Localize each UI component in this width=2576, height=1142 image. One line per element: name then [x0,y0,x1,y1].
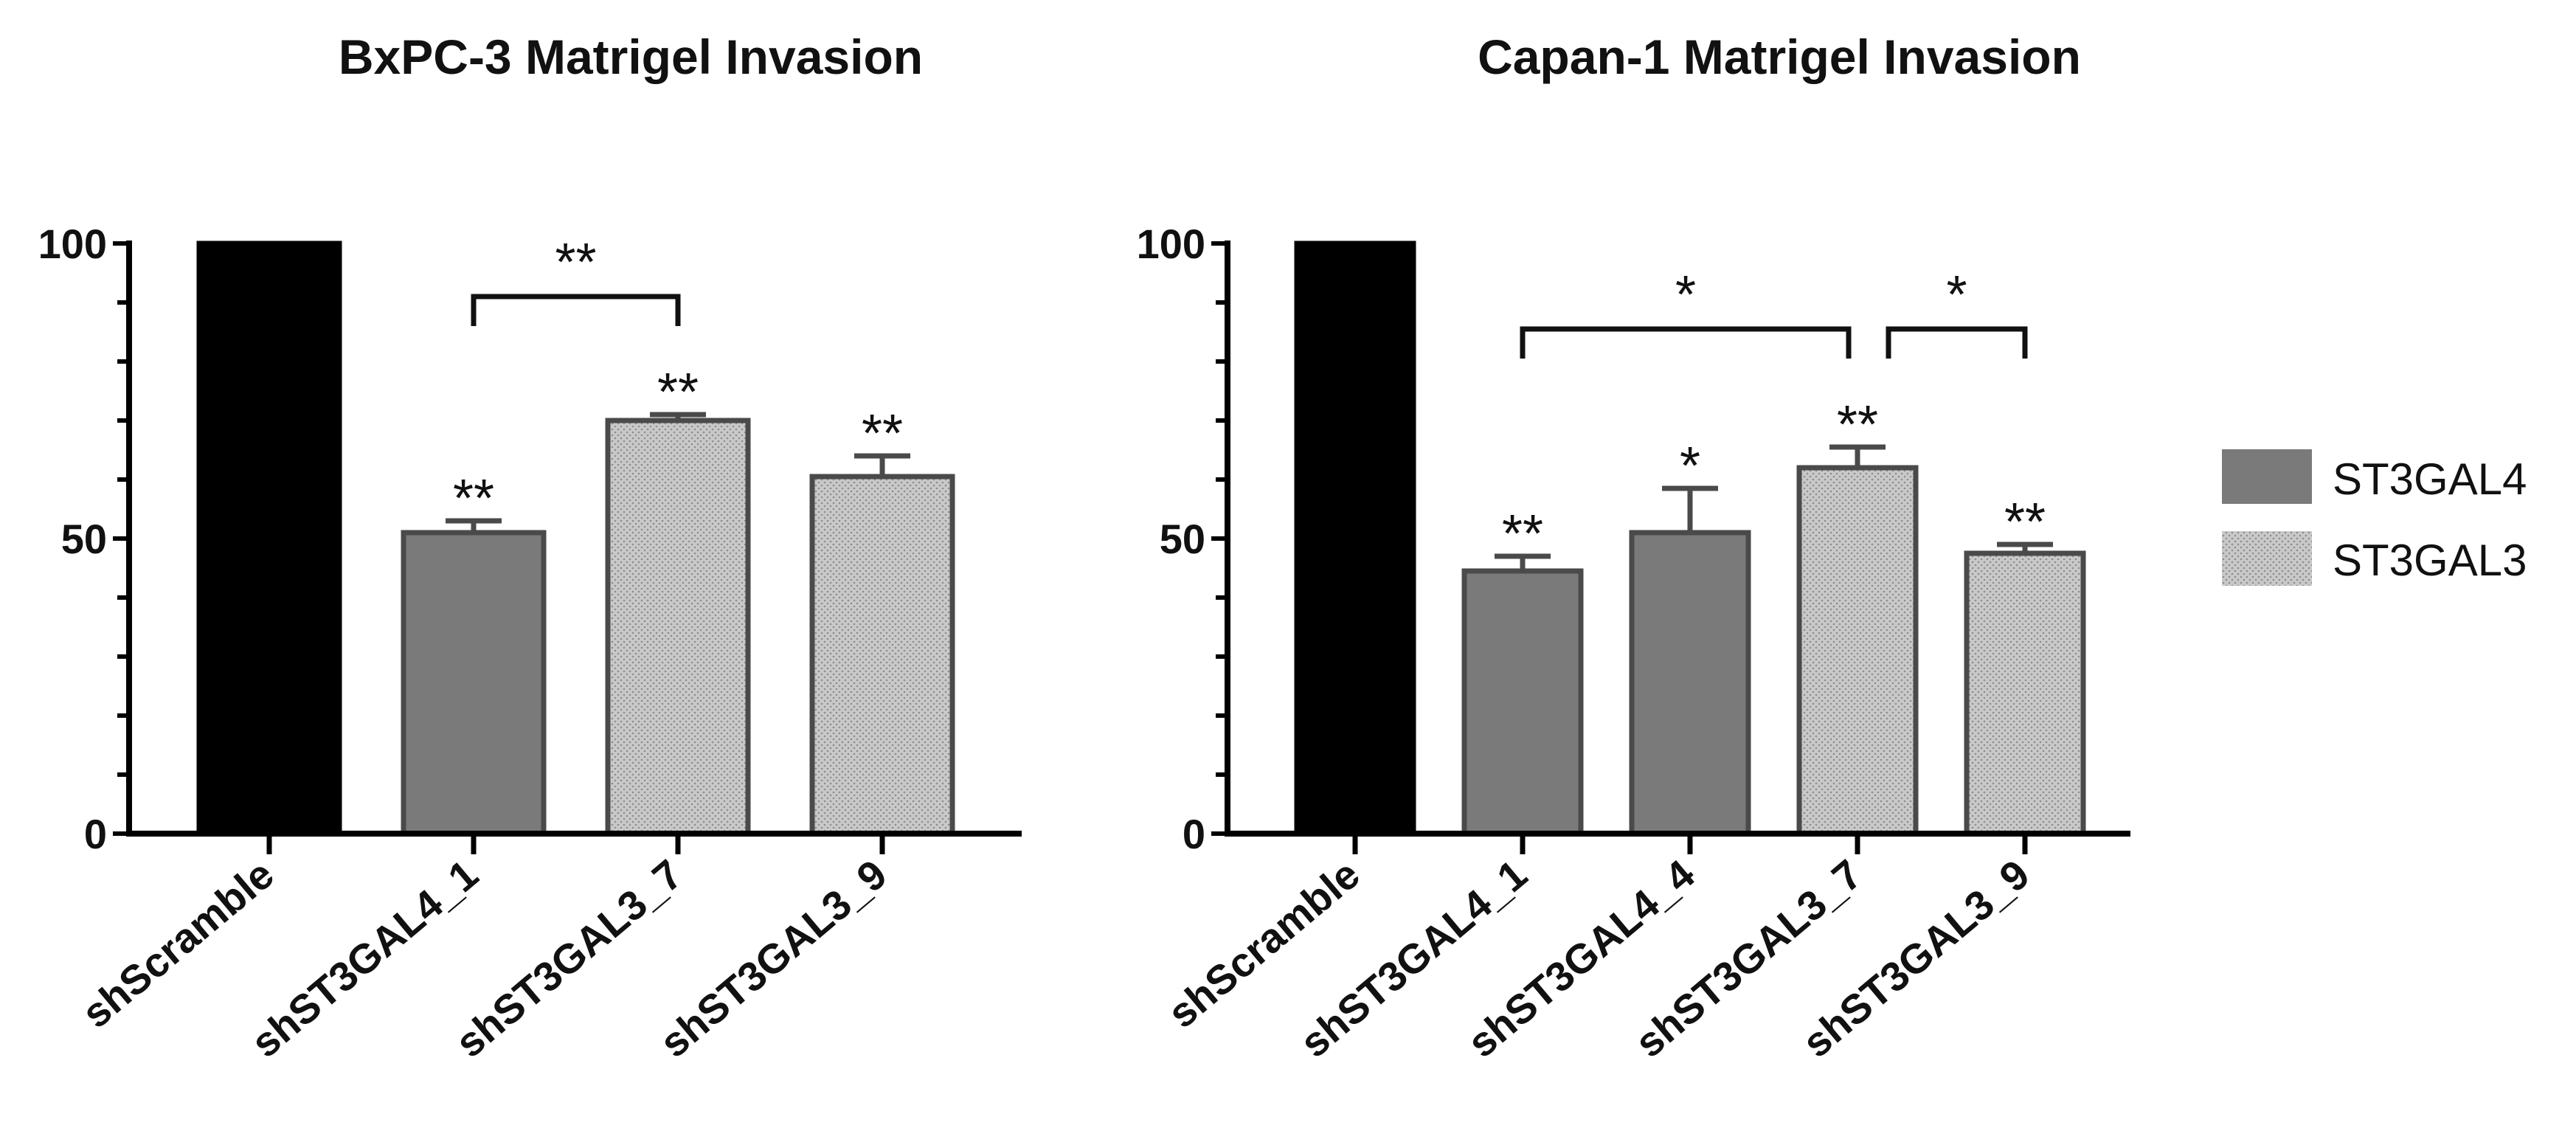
legend-swatch-st3gal4 [2222,449,2312,504]
y-tick-label: 0 [1183,811,1205,857]
y-tick-label: 100 [38,221,107,267]
y-tick-label: 50 [61,516,107,562]
significance-shst3gal4-1: ** [1502,505,1543,564]
y-tick-label: 0 [84,811,107,857]
bar-shst3gal3-7 [1796,465,1919,837]
comparison-bracket [1886,326,2028,359]
comparison-bracket [1520,326,1852,359]
bar-shst3gal4-4 [1629,530,1751,837]
bar-shst3gal4-1 [1461,568,1584,837]
significance-shst3gal3-7: ** [1837,395,1878,454]
significance-shst3gal3-9: ** [2004,493,2046,552]
bracket-significance: * [1946,266,1967,325]
bar-shst3gal4-1 [401,530,547,837]
significance-shst3gal4-4: * [1680,437,1700,496]
y-tick-label: 100 [1137,221,1205,267]
bar-shst3gal3-9 [1964,550,2086,837]
legend-swatch-st3gal3 [2222,531,2312,586]
bar-shst3gal3-9 [809,474,955,837]
chart-title: Capan-1 Matrigel Invasion [1478,30,2081,84]
legend-label-st3gal3: ST3GAL3 [2333,536,2527,585]
x-tick-label-shscramble: shScramble [73,851,283,1037]
bracket-significance: ** [555,233,596,292]
bar-shscramble [196,240,342,837]
bxpc3-chart: BxPC-3 Matrigel Invasion ** ** ** ** 0 50 100 sh… [38,30,1022,1066]
bar-shst3gal3-7 [605,418,751,837]
capan1-chart: Capan-1 Matrigel Invasion******** *050100… [1137,30,2130,1066]
legend: ST3GAL4 ST3GAL3 [2222,449,2527,586]
legend-label-st3gal4: ST3GAL4 [2333,454,2527,504]
y-tick-label: 50 [1160,516,1205,562]
significance-shst3gal3-9: ** [862,404,903,463]
bracket-significance: * [1675,266,1696,325]
significance-shst3gal3-7: ** [657,363,699,422]
bar-shscramble [1294,240,1416,837]
comparison-bracket [471,294,681,326]
significance-shst3gal4-1: ** [453,469,494,528]
chart-title: BxPC-3 Matrigel Invasion [339,30,923,84]
